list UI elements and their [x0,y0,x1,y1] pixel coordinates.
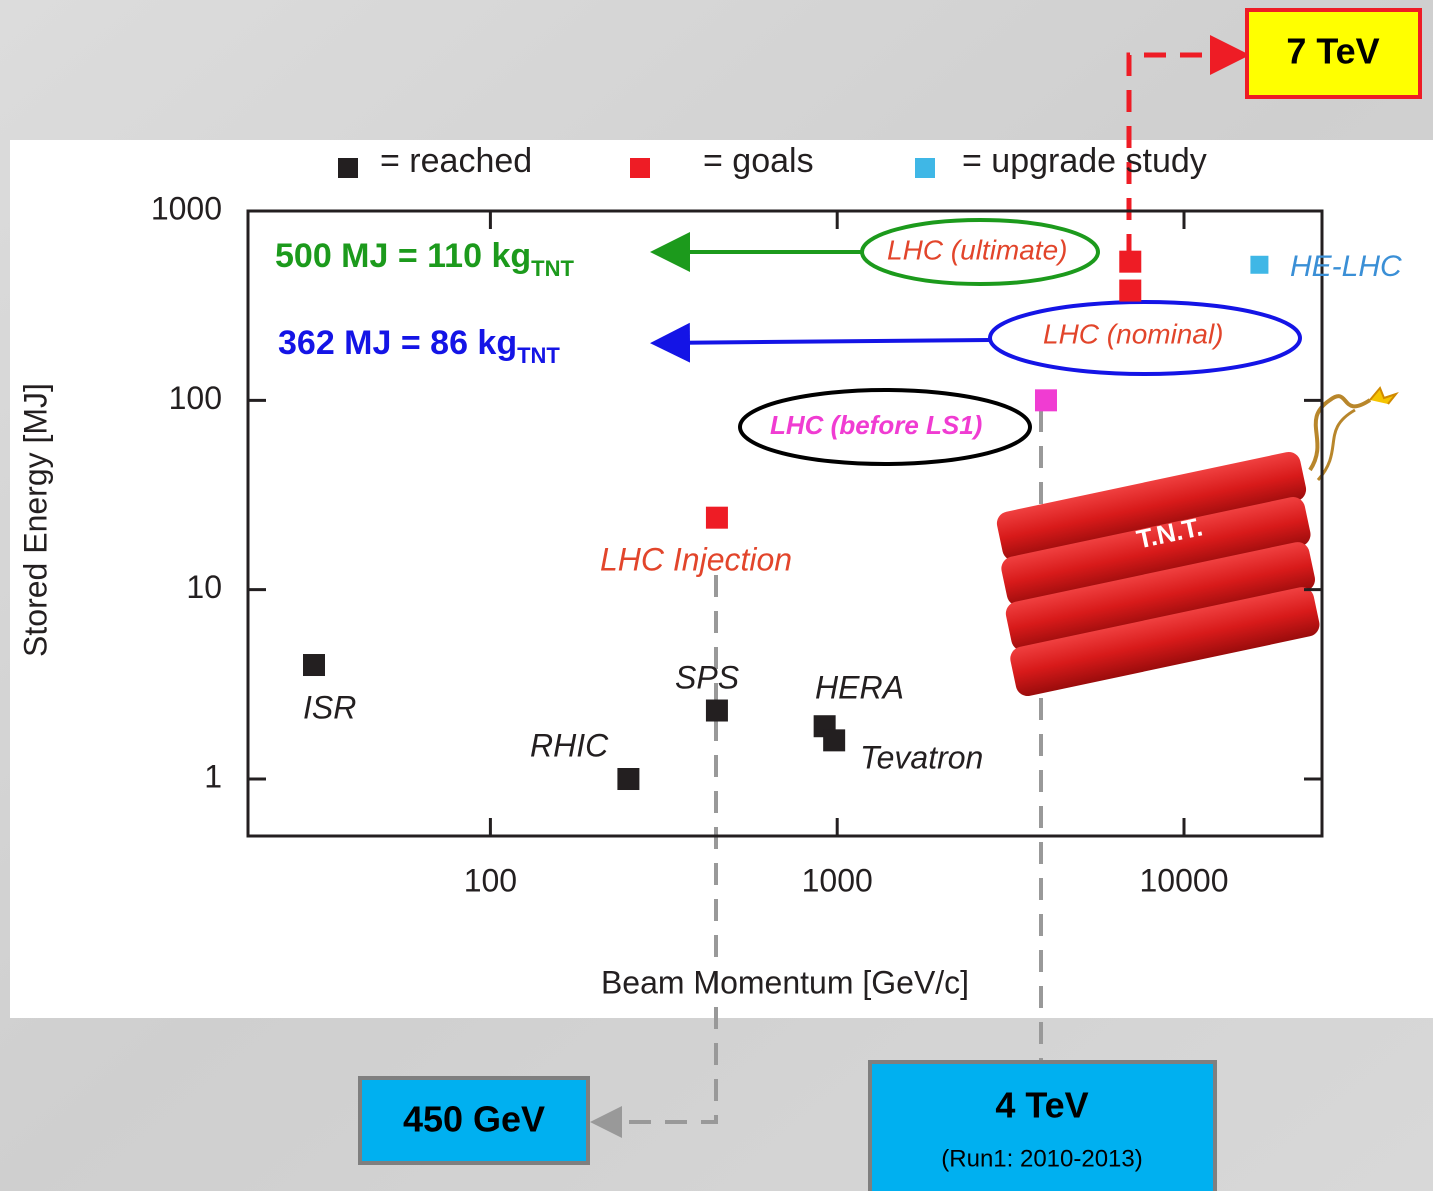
y-tick-label: 1 [204,758,222,794]
point-label: LHC (before LS1) [770,410,982,440]
legend-label: = upgrade study [962,142,1207,180]
callout-title: 4 TeV [995,1085,1088,1126]
annotation-text: 362 MJ = 86 kg [278,324,517,362]
data-point [1119,251,1141,273]
annotation-subscript: TNT [531,256,574,281]
callout-title: 450 GeV [403,1099,545,1140]
point-label: HE-LHC [1290,250,1402,283]
y-tick-label: 100 [169,380,222,416]
data-point [706,507,728,529]
point-label: LHC (nominal) [1043,318,1224,349]
callout-note: (Run1: 2010-2013) [941,1145,1142,1172]
point-label: SPS [675,659,739,695]
point-label: Tevatron [860,739,983,775]
legend-label: = goals [703,142,814,180]
data-point [1119,280,1141,302]
x-tick-label: 10000 [1140,862,1229,898]
data-point [706,700,728,722]
data-point [303,654,325,676]
legend-swatch [338,158,358,178]
y-tick-label: 1000 [151,190,222,226]
annotation: 500 MJ = 110 kgTNT [275,237,574,281]
y-axis-label: Stored Energy [MJ] [17,383,53,657]
legend-swatch [915,158,935,178]
x-tick-label: 100 [464,862,517,898]
data-point [823,729,845,751]
x-axis-label: Beam Momentum [GeV/c] [601,964,969,1000]
data-point [1250,256,1268,274]
annotation-subscript: TNT [517,343,560,368]
point-label: RHIC [530,727,609,763]
point-label: LHC Injection [600,541,792,577]
point-label: HERA [815,669,904,705]
point-label: LHC (ultimate) [887,234,1067,265]
y-tick-label: 10 [186,569,222,605]
legend-label: = reached [380,142,532,180]
point-label: ISR [303,689,356,725]
chart: T.N.T. 7 TeV 450 GeV 4 TeV (Run1: 2010-2… [0,0,1433,1191]
callout-title: 7 TeV [1286,31,1379,72]
page: {"chart_data": { "type": "scatter", "x_l… [0,0,1433,1191]
data-point [1035,389,1057,411]
legend-swatch [630,158,650,178]
annotation-text: 500 MJ = 110 kg [275,237,531,275]
data-point [617,768,639,790]
x-tick-label: 1000 [802,862,873,898]
